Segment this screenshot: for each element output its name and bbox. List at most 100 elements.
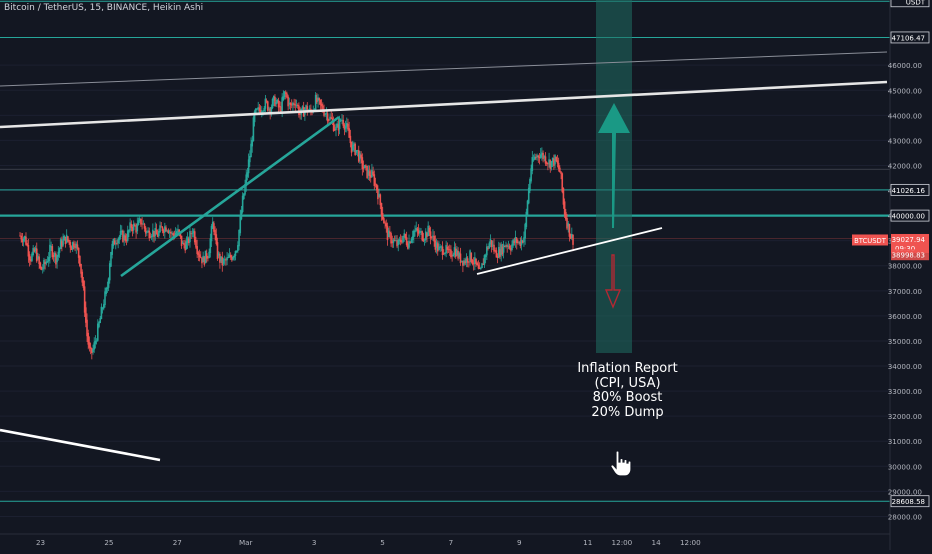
candle-body xyxy=(128,229,130,233)
candle-body xyxy=(339,120,342,121)
candle-body xyxy=(509,247,512,251)
candle-body xyxy=(159,225,161,233)
candle-body xyxy=(371,170,373,178)
candle-body xyxy=(314,94,317,110)
candle-body xyxy=(262,111,264,113)
candle-body xyxy=(45,261,48,264)
candle-body xyxy=(557,162,560,169)
candle-body xyxy=(249,155,251,163)
candle-body xyxy=(23,236,26,240)
candle-body xyxy=(94,340,97,344)
candle-body xyxy=(434,240,437,250)
candle-body xyxy=(64,236,67,245)
candle-body xyxy=(503,245,506,247)
candle-body xyxy=(275,101,277,105)
candle-body xyxy=(63,235,66,241)
candle-body xyxy=(208,251,210,259)
candle-body xyxy=(227,257,230,258)
candle-body xyxy=(147,230,149,233)
candle-body xyxy=(525,211,528,227)
candle-body xyxy=(136,223,139,232)
candle-body xyxy=(344,126,347,129)
candle-body xyxy=(107,278,110,288)
candle-body xyxy=(398,239,401,241)
y-tick-label: 44000.00 xyxy=(888,111,923,120)
candle-body xyxy=(562,188,565,205)
candle-body xyxy=(131,227,134,232)
candle-body xyxy=(280,106,282,112)
candle-body xyxy=(505,244,507,247)
annotation-line: 80% Boost xyxy=(592,390,663,405)
candle-body xyxy=(383,218,385,224)
x-tick-label: 27 xyxy=(173,538,182,547)
candle-body xyxy=(95,340,98,342)
candle-body xyxy=(308,108,311,111)
candle-body xyxy=(450,249,452,258)
candle-body xyxy=(176,231,178,234)
candle-body xyxy=(38,256,40,265)
candle-body xyxy=(369,175,372,178)
candle-body xyxy=(263,108,265,112)
candle-body xyxy=(305,105,307,111)
candle-body xyxy=(37,255,39,259)
candle-body xyxy=(387,230,390,238)
candle-body xyxy=(521,240,524,243)
candle-body xyxy=(480,267,482,269)
candle-body xyxy=(283,91,286,98)
candle-body xyxy=(270,107,273,113)
candle-body xyxy=(271,98,274,109)
candle-body xyxy=(223,259,226,261)
candle-body xyxy=(379,194,382,206)
candle-body xyxy=(341,119,343,121)
candle-body xyxy=(232,256,234,260)
candle-body xyxy=(511,244,513,251)
symbol-tag-label: BTCUSDT xyxy=(854,237,887,245)
y-tick-label: 29000.00 xyxy=(888,487,923,496)
candle-body xyxy=(343,124,346,130)
candle-body xyxy=(354,143,356,155)
candle-body xyxy=(92,348,94,353)
candle-body xyxy=(471,260,474,265)
candle-body xyxy=(426,233,428,237)
candle-body xyxy=(375,184,378,191)
candle-body xyxy=(549,160,552,169)
candle-body xyxy=(222,259,225,264)
time-axis[interactable]: 23 25 27 Mar 3 5 7 9 11 12:00 14 12:00 xyxy=(36,538,701,547)
annotation-line: Inflation Report xyxy=(577,361,678,376)
candle-body xyxy=(532,159,535,161)
y-tick-label: 32000.00 xyxy=(888,412,923,421)
candle-body xyxy=(457,250,459,259)
candle-body xyxy=(251,139,254,147)
candle-body xyxy=(185,241,188,250)
candle-body xyxy=(88,342,91,348)
resistance-line xyxy=(0,80,888,129)
candle-body xyxy=(458,252,461,258)
candle-body xyxy=(360,154,362,158)
candle-body xyxy=(203,257,206,265)
candle-body xyxy=(120,230,123,233)
candle-body xyxy=(444,252,446,255)
candle-body xyxy=(89,346,92,349)
candle-body xyxy=(410,239,413,243)
candle-body xyxy=(257,107,260,110)
candle-body xyxy=(320,103,323,107)
candle-body xyxy=(475,258,477,264)
candle-body xyxy=(191,233,194,235)
candle-body xyxy=(47,257,50,262)
y-tick-label: 31000.00 xyxy=(888,437,923,446)
y-tick-label: 30000.00 xyxy=(888,462,923,471)
candle-body xyxy=(174,232,177,237)
candle-body xyxy=(414,230,416,232)
candle-body xyxy=(520,239,523,246)
candle-body xyxy=(537,155,540,158)
candle-body xyxy=(266,101,269,111)
candle-body xyxy=(181,242,184,244)
candle-body xyxy=(250,143,252,158)
candle-body xyxy=(496,256,499,259)
candle-body xyxy=(192,230,195,234)
candle-body xyxy=(362,166,365,169)
candle-body xyxy=(141,223,143,225)
candle-body xyxy=(545,162,548,164)
